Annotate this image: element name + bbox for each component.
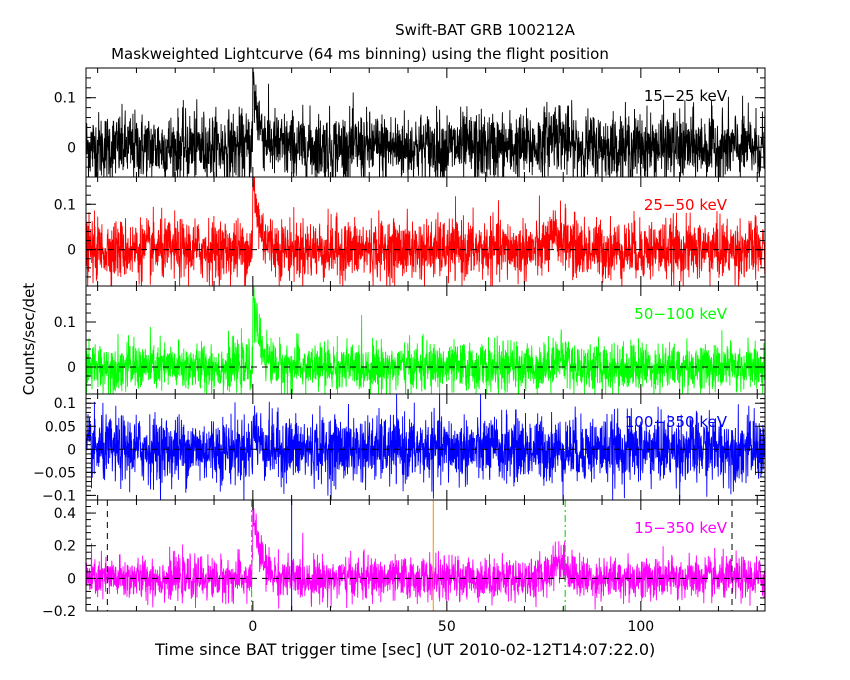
y-tick-label: 0.1 [54, 315, 76, 331]
y-tick-label: 0.1 [54, 396, 76, 412]
y-tick-label: 0 [67, 243, 76, 259]
x-axis-label: Time since BAT trigger time [sec] (UT 20… [155, 640, 656, 659]
y-tick-label: 0.1 [54, 91, 76, 107]
series-line-100-350-kev [86, 394, 765, 500]
y-tick-label: 0 [67, 140, 76, 156]
y-tick-label: 0 [67, 442, 76, 458]
y-tick-label: 0.05 [45, 419, 76, 435]
panel-frame [85, 499, 766, 612]
series-line-15-25-kev [86, 68, 765, 177]
y-tick-label: 0.4 [54, 506, 76, 522]
y-tick-label: −0.05 [33, 465, 76, 481]
panel-band-label: 15−350 keV [634, 519, 727, 537]
series-line-25-50-kev [86, 177, 765, 286]
panel-band-label: 25−50 keV [644, 196, 728, 214]
y-axis-label: Counts/sec/det [20, 282, 38, 396]
chart-title: Swift-BAT GRB 100212A [395, 21, 575, 39]
series-line-50-100-kev [86, 286, 765, 394]
y-tick-label: 0.2 [54, 539, 76, 555]
x-tick-label: 100 [627, 619, 654, 635]
y-tick-label: 0 [67, 360, 76, 376]
panel-band-label: 100−350 keV [625, 413, 728, 431]
y-tick-label: 0 [67, 571, 76, 587]
chart-subtitle: Maskweighted Lightcurve (64 ms binning) … [111, 45, 609, 63]
panel-band-label: 50−100 keV [634, 305, 727, 323]
x-tick-label: 0 [248, 619, 257, 635]
series-line-15-350-kev [86, 500, 765, 610]
y-tick-label: −0.1 [42, 488, 76, 504]
y-tick-label: 0.1 [54, 197, 76, 213]
y-tick-label: −0.2 [42, 604, 76, 620]
x-tick-label: 50 [438, 619, 456, 635]
panel-band-label: 15−25 keV [644, 87, 728, 105]
